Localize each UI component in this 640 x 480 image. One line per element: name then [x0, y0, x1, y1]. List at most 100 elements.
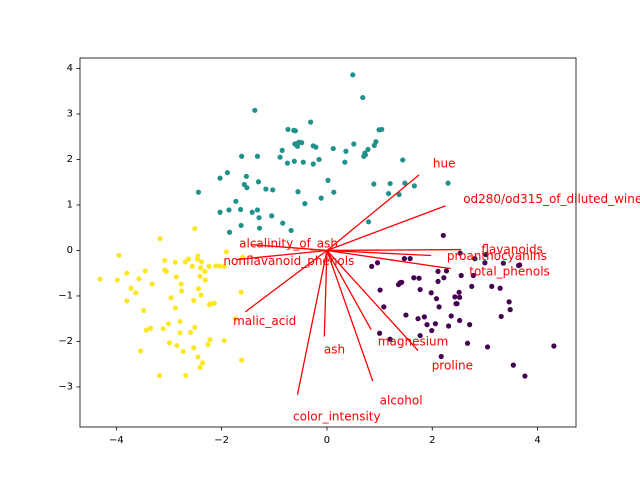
class_1-point-50 — [318, 195, 324, 201]
class_0-point-36 — [441, 275, 447, 281]
x-axis-ticks: −4 −2 0 2 4 — [109, 427, 541, 446]
class_0-point-22 — [457, 250, 463, 256]
class_2-point-61 — [195, 286, 202, 292]
class_0-point-38 — [435, 268, 441, 274]
class_2-point-24 — [197, 265, 204, 271]
class_2-point-56 — [183, 372, 189, 379]
class_2-point-29 — [202, 277, 208, 283]
class_2-point-49 — [206, 302, 213, 308]
class_0-point-41 — [500, 260, 506, 266]
class_2-point-59 — [238, 289, 244, 295]
vector-magnesium — [326, 250, 372, 330]
class_0-point-23 — [411, 275, 417, 281]
vector-proanthocyanins — [326, 249, 432, 257]
y-tick-label: −2 — [58, 336, 73, 347]
class_2-point-66 — [192, 324, 198, 330]
class_0-point-24 — [407, 256, 413, 262]
class_2-point-1 — [116, 252, 122, 259]
class_1-point-18 — [365, 146, 371, 153]
class_2-point-35 — [199, 259, 205, 265]
class_0-point-18 — [510, 362, 516, 368]
vector-label-ash: ash — [324, 342, 345, 356]
class_1-point-10 — [308, 119, 314, 125]
class_2-point-28 — [206, 263, 212, 269]
class_1-point-34 — [371, 142, 377, 148]
class_1-point-25 — [239, 153, 245, 159]
class_0-point-56 — [516, 262, 522, 269]
class_1-point-51 — [255, 179, 262, 185]
class_2-point-14 — [163, 268, 169, 274]
class_2-point-11 — [179, 288, 185, 294]
class_2-point-36 — [191, 345, 197, 351]
class_1-point-69 — [217, 209, 223, 215]
class_0-point-12 — [435, 278, 441, 284]
class_2-point-51 — [239, 357, 245, 363]
vector-label-magnesium: magnesium — [378, 335, 449, 349]
class_2-point-67 — [191, 297, 197, 304]
class_1-point-17 — [316, 156, 322, 163]
class_0-point-4 — [377, 287, 383, 293]
class_2-point-65 — [223, 249, 229, 255]
class_1-point-55 — [302, 201, 308, 207]
class_2-point-37 — [180, 348, 186, 355]
class_2-point-18 — [124, 298, 130, 304]
class_1-point-49 — [325, 177, 331, 183]
class_1-point-60 — [217, 175, 223, 181]
class_2-point-7 — [172, 259, 178, 265]
class_0-point-28 — [436, 304, 442, 310]
class_1-point-54 — [254, 207, 261, 213]
class_1-point-66 — [249, 209, 255, 215]
class_0-point-43 — [497, 285, 503, 291]
loading-vectors — [236, 174, 462, 395]
class_2-point-23 — [177, 318, 183, 325]
vector-label-hue: hue — [433, 157, 456, 171]
class_2-point-22 — [165, 321, 172, 327]
class_1-point-42 — [365, 219, 372, 225]
vector-label-proanthocyanins: proanthocyanins — [447, 249, 547, 263]
class_0-point-20 — [489, 283, 495, 290]
class_2-point-48 — [187, 329, 194, 335]
class_2-point-2 — [114, 277, 120, 283]
class_1-point-48 — [331, 189, 337, 195]
class_0-point-1 — [440, 232, 446, 239]
class_1-point-38 — [291, 127, 297, 133]
class_0-point-30 — [429, 327, 435, 334]
vector-label-total-phenols: total_phenols — [469, 264, 550, 278]
class_0-point-8 — [456, 289, 462, 295]
class_2-point-54 — [197, 273, 203, 279]
class_2-point-52 — [177, 330, 183, 336]
class_2-point-47 — [232, 316, 238, 322]
vector-label-flavanoids: flavanoids — [481, 242, 543, 256]
class_1-point-41 — [371, 181, 377, 187]
class_2-point-10 — [185, 256, 192, 262]
class_1-point-62 — [269, 213, 275, 219]
class_2-point-15 — [149, 281, 155, 287]
class_0-point-11 — [416, 275, 422, 281]
vector-label-malic-acid: malic_acid — [233, 314, 296, 328]
class_1-point-63 — [237, 206, 244, 213]
class_1-point-3 — [252, 107, 258, 113]
class_2-point-53 — [211, 300, 217, 306]
class_0-point-58 — [377, 330, 383, 336]
plot-frame — [79, 57, 577, 428]
class_0-point-3 — [522, 373, 528, 379]
class_1-point-2 — [277, 154, 283, 160]
vector-label-alcalinity-of-ash: alcalinity_of_ash — [239, 237, 338, 251]
class_2-point-21 — [172, 305, 178, 311]
y-tick-label: 4 — [67, 63, 73, 74]
vector-proline — [326, 250, 419, 351]
class_1-point-9 — [279, 147, 285, 153]
class_2-point-8 — [173, 274, 179, 280]
class_1-point-57 — [270, 187, 276, 193]
class_0-point-0 — [498, 313, 504, 320]
class_0-point-14 — [551, 343, 557, 349]
class_1-point-16 — [343, 148, 349, 154]
vector-ash — [323, 250, 328, 337]
scatter-points — [97, 72, 557, 379]
class_0-point-19 — [433, 296, 440, 302]
class_0-point-57 — [470, 272, 476, 279]
vector-label-nonflavanoid-phenols: nonflavanoid_phenols — [223, 254, 354, 268]
class_1-point-59 — [233, 198, 239, 204]
y-tick-label: 2 — [67, 154, 73, 165]
class_0-point-55 — [454, 301, 460, 307]
